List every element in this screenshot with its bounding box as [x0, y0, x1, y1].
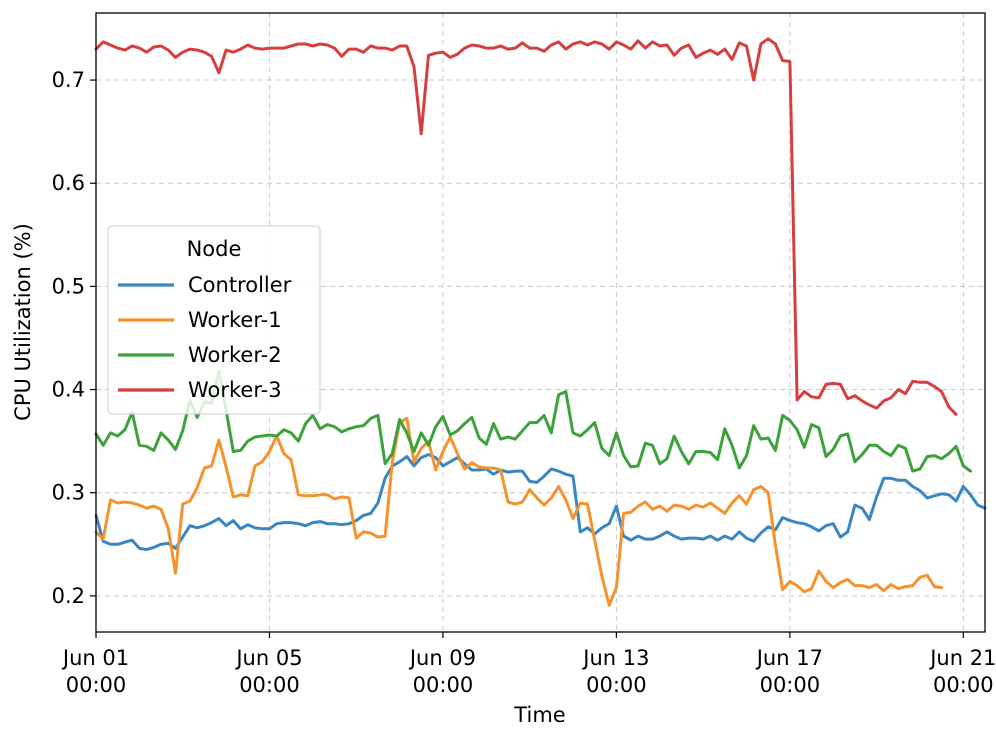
x-tick-label: Jun 13 [581, 646, 649, 670]
x-tick-label-time: 00:00 [933, 673, 994, 697]
x-tick-label-time: 00:00 [66, 673, 127, 697]
plot-frame [95, 12, 986, 633]
series-line-worker-2 [94, 369, 972, 473]
legend-title: Node [187, 237, 242, 261]
x-axis-title: Time [513, 703, 565, 727]
legend-label-worker-2: Worker-2 [188, 343, 282, 367]
y-tick-label: 0.2 [52, 584, 85, 608]
x-tick-label: Jun 17 [755, 646, 823, 670]
legend: Node Controller Worker-1 Worker-2 Worker-3 [107, 225, 321, 415]
x-tick-label: Jun 09 [408, 646, 476, 670]
y-axis: 0.2 0.3 0.4 0.5 0.6 0.7 [52, 68, 96, 608]
y-tick-label: 0.6 [52, 171, 85, 195]
y-tick-label: 0.5 [52, 274, 85, 298]
x-axis: Jun 01 00:00 Jun 05 00:00 Jun 09 00:00 Jun 13 0… [61, 632, 996, 697]
grid [95, 13, 985, 632]
y-tick-label: 0.4 [52, 378, 85, 402]
series-line-worker-3 [94, 37, 958, 416]
x-tick-label: Jun 05 [234, 646, 302, 670]
x-tick-label-time: 00:00 [760, 673, 821, 697]
legend-label-controller: Controller [188, 273, 292, 297]
x-tick-label-time: 00:00 [413, 673, 474, 697]
legend-box [107, 225, 321, 415]
series-line-worker-1 [94, 416, 944, 607]
y-tick-label: 0.7 [52, 68, 85, 92]
x-tick-label-time: 00:00 [239, 673, 300, 697]
series-line-controller [94, 453, 987, 551]
series-lines [94, 37, 987, 607]
x-tick-label: Jun 21 [928, 646, 996, 670]
y-tick-label: 0.3 [52, 481, 85, 505]
x-tick-label: Jun 01 [61, 646, 129, 670]
legend-label-worker-3: Worker-3 [188, 378, 282, 402]
y-axis-title: CPU Utilization (%) [11, 223, 35, 421]
legend-label-worker-1: Worker-1 [188, 308, 282, 332]
x-tick-label-time: 00:00 [586, 673, 647, 697]
